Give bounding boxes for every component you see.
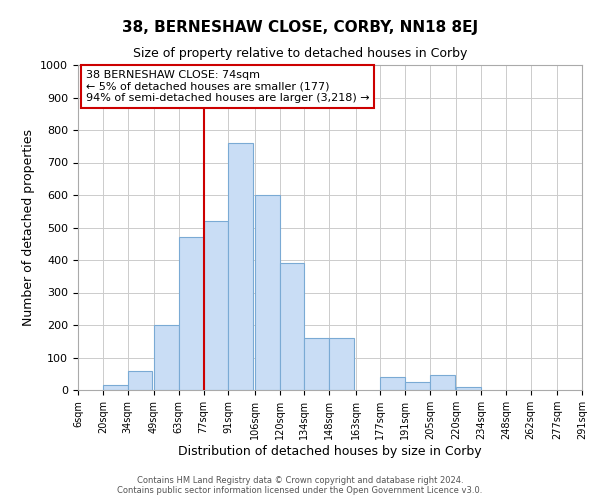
- Bar: [154, 325, 179, 390]
- Text: Contains HM Land Registry data © Crown copyright and database right 2024.
Contai: Contains HM Land Registry data © Crown c…: [118, 476, 482, 495]
- Bar: [103, 385, 128, 390]
- X-axis label: Distribution of detached houses by size in Corby: Distribution of detached houses by size …: [178, 445, 482, 458]
- Bar: [430, 376, 455, 390]
- Text: 38, BERNESHAW CLOSE, CORBY, NN18 8EJ: 38, BERNESHAW CLOSE, CORBY, NN18 8EJ: [122, 20, 478, 35]
- Bar: [329, 338, 354, 390]
- Text: 38 BERNESHAW CLOSE: 74sqm
← 5% of detached houses are smaller (177)
94% of semi-: 38 BERNESHAW CLOSE: 74sqm ← 5% of detach…: [86, 70, 369, 103]
- Bar: [280, 263, 304, 390]
- Bar: [380, 377, 405, 390]
- Y-axis label: Number of detached properties: Number of detached properties: [22, 129, 35, 326]
- Bar: [128, 370, 152, 390]
- Bar: [179, 238, 203, 390]
- Bar: [304, 338, 329, 390]
- Bar: [255, 195, 280, 390]
- Bar: [405, 382, 430, 390]
- Text: Size of property relative to detached houses in Corby: Size of property relative to detached ho…: [133, 48, 467, 60]
- Bar: [457, 387, 481, 390]
- Bar: [229, 143, 253, 390]
- Bar: [203, 221, 229, 390]
